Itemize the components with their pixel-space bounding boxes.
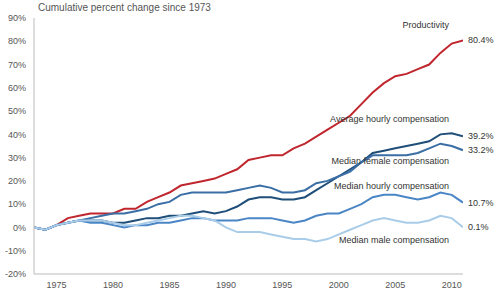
svg-text:33.2%: 33.2% [468, 145, 491, 155]
svg-text:2005: 2005 [385, 280, 405, 290]
svg-text:Average hourly compensation: Average hourly compensation [330, 114, 449, 124]
svg-text:2000: 2000 [329, 280, 349, 290]
svg-text:Productivity: Productivity [402, 20, 449, 30]
svg-text:1985: 1985 [159, 280, 179, 290]
svg-text:1975: 1975 [47, 280, 67, 290]
svg-text:30%: 30% [8, 153, 26, 163]
svg-text:-10%: -10% [8, 246, 26, 256]
svg-text:40%: 40% [8, 130, 26, 140]
svg-text:-20%: -20% [8, 269, 26, 279]
svg-text:50%: 50% [8, 106, 26, 116]
svg-text:Median female compensation: Median female compensation [331, 156, 449, 166]
svg-text:10.7%: 10.7% [468, 198, 491, 208]
svg-text:1980: 1980 [103, 280, 123, 290]
svg-text:60%: 60% [8, 83, 26, 93]
svg-text:Median hourly compensation: Median hourly compensation [334, 181, 449, 191]
svg-text:39.2%: 39.2% [468, 131, 491, 141]
svg-text:1990: 1990 [216, 280, 236, 290]
svg-text:0.1%: 0.1% [468, 222, 489, 232]
html-text:Cumulative percent change sinc: Cumulative percent change since 1973 [38, 2, 211, 13]
svg-text:80%: 80% [8, 36, 26, 46]
svg-text:2010: 2010 [442, 280, 462, 290]
svg-text:Median male compensation: Median male compensation [339, 235, 449, 245]
svg-text:0%: 0% [13, 223, 26, 233]
svg-text:1995: 1995 [272, 280, 292, 290]
svg-text:90%: 90% [8, 13, 26, 23]
svg-text:80.4%: 80.4% [468, 35, 491, 45]
svg-text:20%: 20% [8, 176, 26, 186]
svg-text:70%: 70% [8, 60, 26, 70]
svg-text:10%: 10% [8, 199, 26, 209]
